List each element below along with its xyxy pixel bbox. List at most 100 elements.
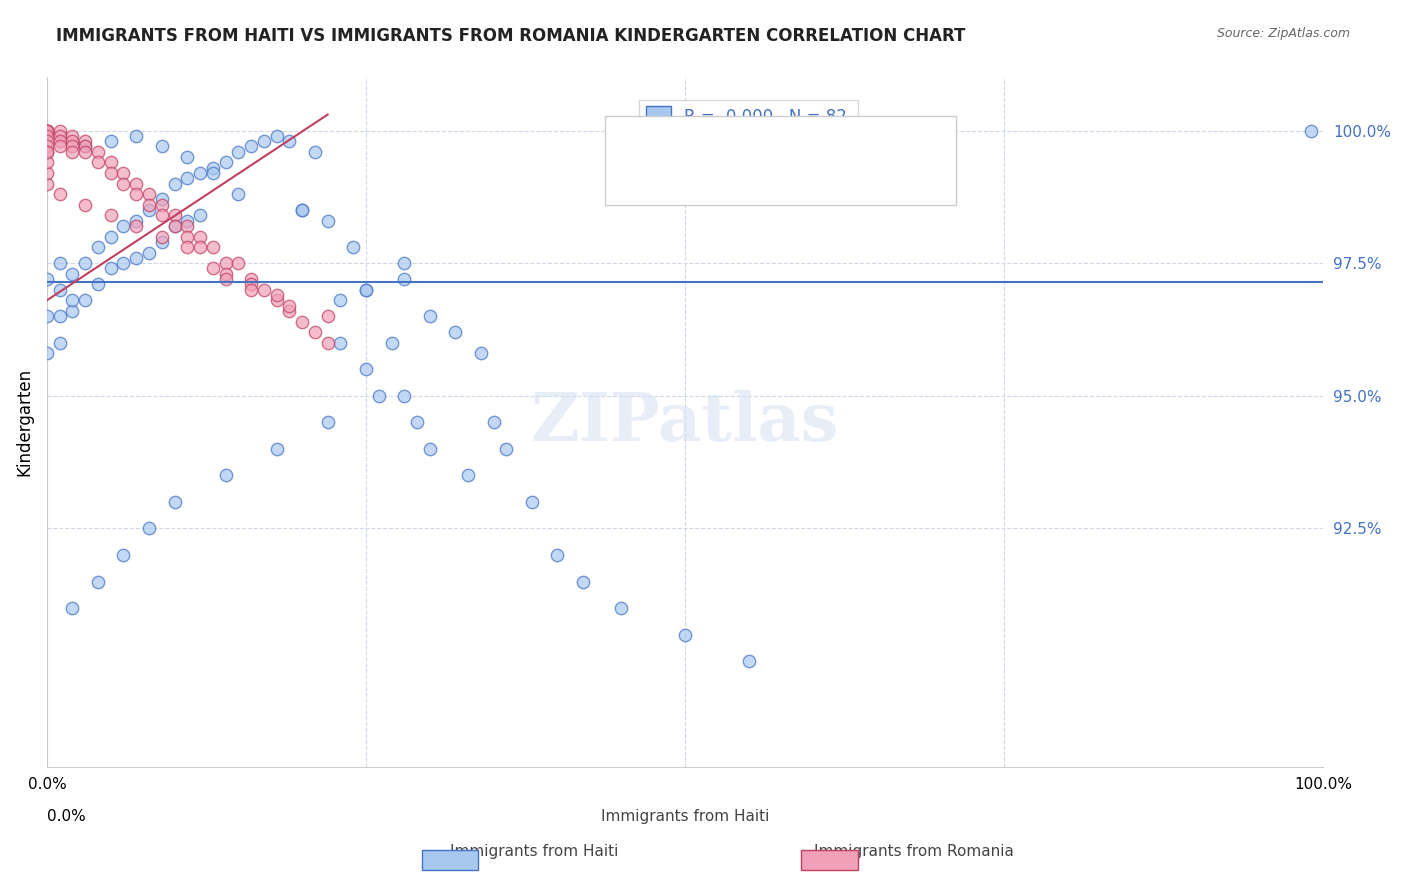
Point bbox=[394, 389, 416, 403]
Point bbox=[35, 123, 58, 137]
Point bbox=[266, 293, 288, 308]
Point bbox=[75, 139, 97, 153]
Point bbox=[316, 335, 339, 350]
Point bbox=[150, 198, 173, 212]
Point bbox=[62, 601, 84, 615]
Point bbox=[35, 123, 58, 137]
Point bbox=[214, 155, 236, 169]
Point bbox=[380, 335, 402, 350]
Text: 0.0%: 0.0% bbox=[46, 809, 86, 823]
Point bbox=[228, 145, 250, 159]
Point bbox=[163, 208, 186, 222]
Point bbox=[266, 288, 288, 302]
Point bbox=[228, 187, 250, 202]
Point bbox=[138, 521, 160, 535]
Point bbox=[291, 314, 314, 328]
Point bbox=[35, 177, 58, 191]
Point bbox=[201, 240, 224, 254]
Point bbox=[163, 177, 186, 191]
Point bbox=[35, 123, 58, 137]
Point bbox=[342, 240, 364, 254]
Point bbox=[253, 283, 276, 297]
Point bbox=[150, 235, 173, 249]
Point bbox=[62, 267, 84, 281]
Point bbox=[112, 548, 135, 562]
Point bbox=[367, 389, 389, 403]
Point bbox=[214, 468, 236, 483]
Point bbox=[150, 208, 173, 222]
Point bbox=[163, 495, 186, 509]
Point bbox=[35, 139, 58, 153]
Point bbox=[125, 251, 148, 265]
Point bbox=[112, 219, 135, 233]
Point bbox=[75, 198, 97, 212]
Point bbox=[35, 123, 58, 137]
Point bbox=[572, 574, 595, 589]
Point bbox=[62, 128, 84, 143]
Point bbox=[176, 219, 198, 233]
Legend: R = -0.000   N = 82, R =   0.537   N = 67: R = -0.000 N = 82, R = 0.537 N = 67 bbox=[640, 100, 859, 162]
Point bbox=[329, 293, 352, 308]
Point bbox=[176, 150, 198, 164]
Point bbox=[35, 123, 58, 137]
Point bbox=[176, 229, 198, 244]
Point bbox=[48, 283, 70, 297]
Point bbox=[354, 362, 377, 376]
Point bbox=[304, 325, 326, 339]
Point bbox=[201, 261, 224, 276]
Point bbox=[419, 310, 441, 324]
Point bbox=[62, 293, 84, 308]
Point bbox=[125, 187, 148, 202]
Point bbox=[278, 134, 301, 148]
Point bbox=[35, 272, 58, 286]
Point bbox=[87, 145, 110, 159]
Text: IMMIGRANTS FROM HAITI VS IMMIGRANTS FROM ROMANIA KINDERGARTEN CORRELATION CHART: IMMIGRANTS FROM HAITI VS IMMIGRANTS FROM… bbox=[56, 27, 966, 45]
Point bbox=[406, 415, 429, 429]
Point bbox=[482, 415, 505, 429]
Point bbox=[354, 283, 377, 297]
Point bbox=[176, 171, 198, 186]
Point bbox=[444, 325, 467, 339]
Point bbox=[48, 134, 70, 148]
Text: Immigrants from Haiti: Immigrants from Haiti bbox=[600, 809, 769, 823]
Point bbox=[240, 277, 263, 292]
Point bbox=[214, 272, 236, 286]
Point bbox=[48, 187, 70, 202]
Point bbox=[240, 272, 263, 286]
Point bbox=[100, 134, 122, 148]
Point bbox=[35, 310, 58, 324]
Point bbox=[240, 283, 263, 297]
Point bbox=[214, 267, 236, 281]
Point bbox=[316, 310, 339, 324]
Point bbox=[394, 272, 416, 286]
Point bbox=[87, 277, 110, 292]
Point bbox=[546, 548, 568, 562]
Point bbox=[100, 261, 122, 276]
Y-axis label: Kindergarten: Kindergarten bbox=[15, 368, 32, 476]
Point bbox=[62, 139, 84, 153]
Point bbox=[240, 139, 263, 153]
Point bbox=[62, 134, 84, 148]
Point bbox=[35, 128, 58, 143]
Point bbox=[316, 213, 339, 227]
Point bbox=[48, 128, 70, 143]
Point bbox=[520, 495, 543, 509]
Point bbox=[100, 155, 122, 169]
Point bbox=[188, 229, 211, 244]
Point bbox=[228, 256, 250, 270]
Point bbox=[610, 601, 633, 615]
Point bbox=[329, 335, 352, 350]
Point bbox=[75, 134, 97, 148]
Point bbox=[87, 574, 110, 589]
Point bbox=[35, 145, 58, 159]
Point bbox=[138, 187, 160, 202]
Point bbox=[495, 442, 517, 456]
Text: ZIPatlas: ZIPatlas bbox=[531, 390, 839, 455]
Point bbox=[738, 654, 761, 668]
Point bbox=[112, 177, 135, 191]
Point bbox=[419, 442, 441, 456]
Point bbox=[163, 219, 186, 233]
Point bbox=[291, 203, 314, 218]
Point bbox=[201, 166, 224, 180]
Point bbox=[673, 627, 696, 641]
